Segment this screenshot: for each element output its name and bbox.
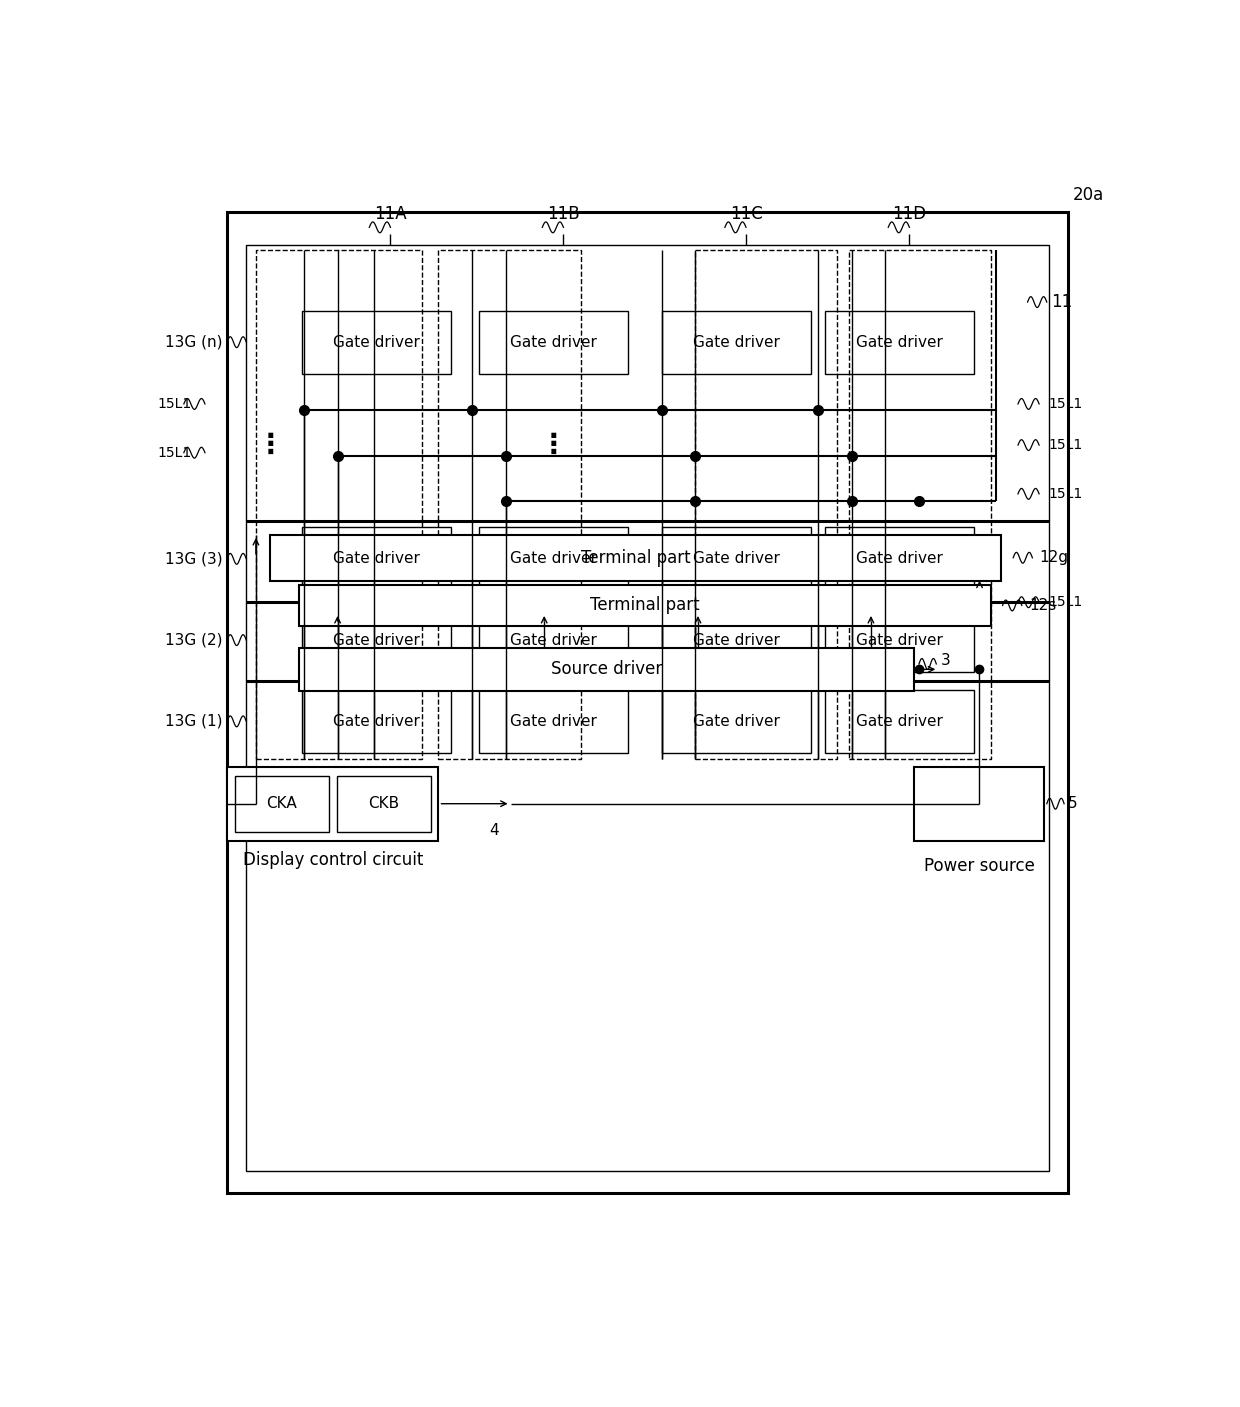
Text: Gate driver: Gate driver — [693, 552, 780, 567]
Text: Gate driver: Gate driver — [511, 633, 598, 647]
Text: Gate driver: Gate driver — [857, 633, 944, 647]
Text: 15L1: 15L1 — [1049, 595, 1083, 609]
Text: 11B: 11B — [547, 205, 580, 224]
Bar — [480, 311, 629, 374]
Text: Display control circuit: Display control circuit — [243, 851, 423, 870]
Text: Gate driver: Gate driver — [332, 633, 419, 647]
Text: Gate driver: Gate driver — [857, 335, 944, 350]
Text: 13G (2): 13G (2) — [165, 633, 222, 647]
Text: Gate driver: Gate driver — [693, 633, 780, 647]
Bar — [301, 609, 450, 671]
Text: 20a: 20a — [1073, 186, 1104, 204]
Text: 4: 4 — [490, 823, 498, 839]
Bar — [336, 775, 430, 832]
Text: Gate driver: Gate driver — [693, 335, 780, 350]
Bar — [439, 250, 580, 760]
Text: 13G (n): 13G (n) — [165, 335, 222, 350]
Text: 11A: 11A — [374, 205, 407, 224]
Text: 15L1: 15L1 — [157, 397, 192, 411]
Text: Gate driver: Gate driver — [332, 713, 419, 729]
Text: 15L1: 15L1 — [1049, 397, 1083, 411]
Text: Terminal part: Terminal part — [580, 549, 691, 567]
Text: Gate driver: Gate driver — [693, 713, 780, 729]
Text: ⋮: ⋮ — [257, 431, 284, 459]
Bar — [662, 609, 811, 671]
Bar — [234, 775, 329, 832]
Text: Terminal part: Terminal part — [590, 597, 699, 615]
Text: Source driver: Source driver — [551, 660, 662, 678]
Text: ⋮: ⋮ — [539, 431, 568, 459]
Text: 15L1: 15L1 — [1049, 487, 1083, 501]
Text: Gate driver: Gate driver — [511, 335, 598, 350]
Text: Power source: Power source — [924, 857, 1034, 875]
Bar — [301, 311, 450, 374]
Text: 5: 5 — [1068, 796, 1078, 812]
Bar — [849, 250, 991, 760]
Bar — [299, 647, 914, 691]
Bar — [270, 535, 1001, 581]
Text: Gate driver: Gate driver — [332, 552, 419, 567]
Bar — [301, 689, 450, 753]
Text: 13G (1): 13G (1) — [165, 713, 222, 729]
Text: 15L1: 15L1 — [157, 446, 192, 460]
Bar — [826, 609, 975, 671]
Text: Gate driver: Gate driver — [857, 552, 944, 567]
Bar — [247, 245, 1049, 1171]
Bar — [662, 528, 811, 591]
Text: CKB: CKB — [368, 796, 399, 812]
Text: 11D: 11D — [893, 205, 926, 224]
Bar — [480, 689, 629, 753]
Bar — [662, 311, 811, 374]
Bar — [227, 767, 439, 840]
Bar — [301, 528, 450, 591]
Bar — [227, 212, 1068, 1193]
Text: 11C: 11C — [729, 205, 763, 224]
Bar — [255, 250, 422, 760]
Bar — [696, 250, 837, 760]
Bar — [826, 689, 975, 753]
Text: 12s: 12s — [1029, 598, 1056, 613]
Text: 12g: 12g — [1039, 550, 1068, 566]
Text: 15L1: 15L1 — [1049, 438, 1083, 452]
Text: Gate driver: Gate driver — [332, 335, 419, 350]
Bar — [914, 767, 1044, 840]
Text: 13G (3): 13G (3) — [165, 552, 222, 567]
Bar — [480, 609, 629, 671]
Bar — [299, 585, 991, 626]
Text: Gate driver: Gate driver — [857, 713, 944, 729]
Text: Gate driver: Gate driver — [511, 552, 598, 567]
Bar — [662, 689, 811, 753]
Text: CKA: CKA — [267, 796, 298, 812]
Text: 11: 11 — [1052, 293, 1073, 311]
Bar — [480, 528, 629, 591]
Text: Gate driver: Gate driver — [511, 713, 598, 729]
Bar — [826, 311, 975, 374]
Bar — [826, 528, 975, 591]
Text: 3: 3 — [941, 653, 951, 668]
